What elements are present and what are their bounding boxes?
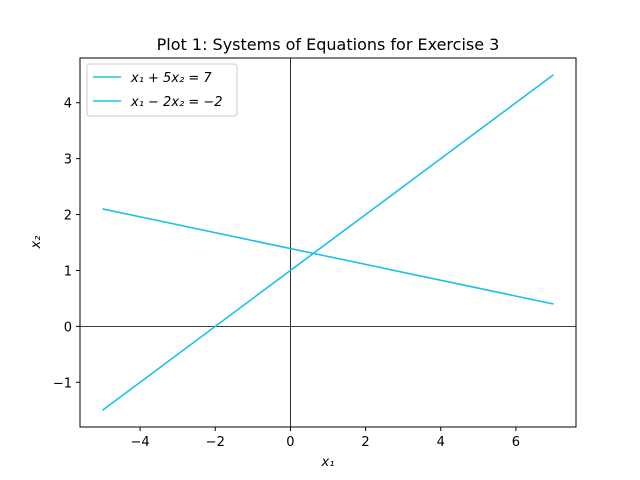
- legend: x₁ + 5x₂ = 7 x₁ − 2x₂ = −2: [86, 63, 238, 117]
- x-axis-label: x₁: [321, 455, 335, 470]
- series-group: [102, 74, 554, 411]
- x-axis: −4 −2 0 2 4 6: [131, 427, 520, 450]
- legend-box: [86, 63, 238, 117]
- x-tick-label: −2: [206, 435, 225, 450]
- y-axis-label: x₂: [29, 236, 44, 250]
- y-axis: −1 0 1 2 3 4: [53, 97, 80, 391]
- x-tick-label: 4: [437, 435, 445, 450]
- y-tick-label: −1: [53, 376, 72, 391]
- series-line-1: [102, 74, 554, 411]
- y-tick-label: 3: [64, 153, 72, 168]
- y-tick-label: 0: [64, 320, 72, 335]
- y-tick-label: 2: [64, 209, 72, 224]
- legend-label-1: x₁ + 5x₂ = 7: [130, 71, 212, 86]
- reference-lines: [80, 58, 576, 427]
- y-tick-label: 1: [64, 264, 72, 279]
- x-tick-label: 6: [512, 435, 520, 450]
- x-tick-label: 0: [286, 435, 294, 450]
- chart-title: Plot 1: Systems of Equations for Exercis…: [157, 35, 500, 54]
- plot-frame: [79, 57, 577, 428]
- legend-label-2: x₁ − 2x₂ = −2: [130, 95, 223, 110]
- x-tick-label: −4: [131, 435, 150, 450]
- x-tick-label: 2: [361, 435, 369, 450]
- y-tick-label: 4: [64, 97, 72, 112]
- series-line-2: [102, 208, 554, 305]
